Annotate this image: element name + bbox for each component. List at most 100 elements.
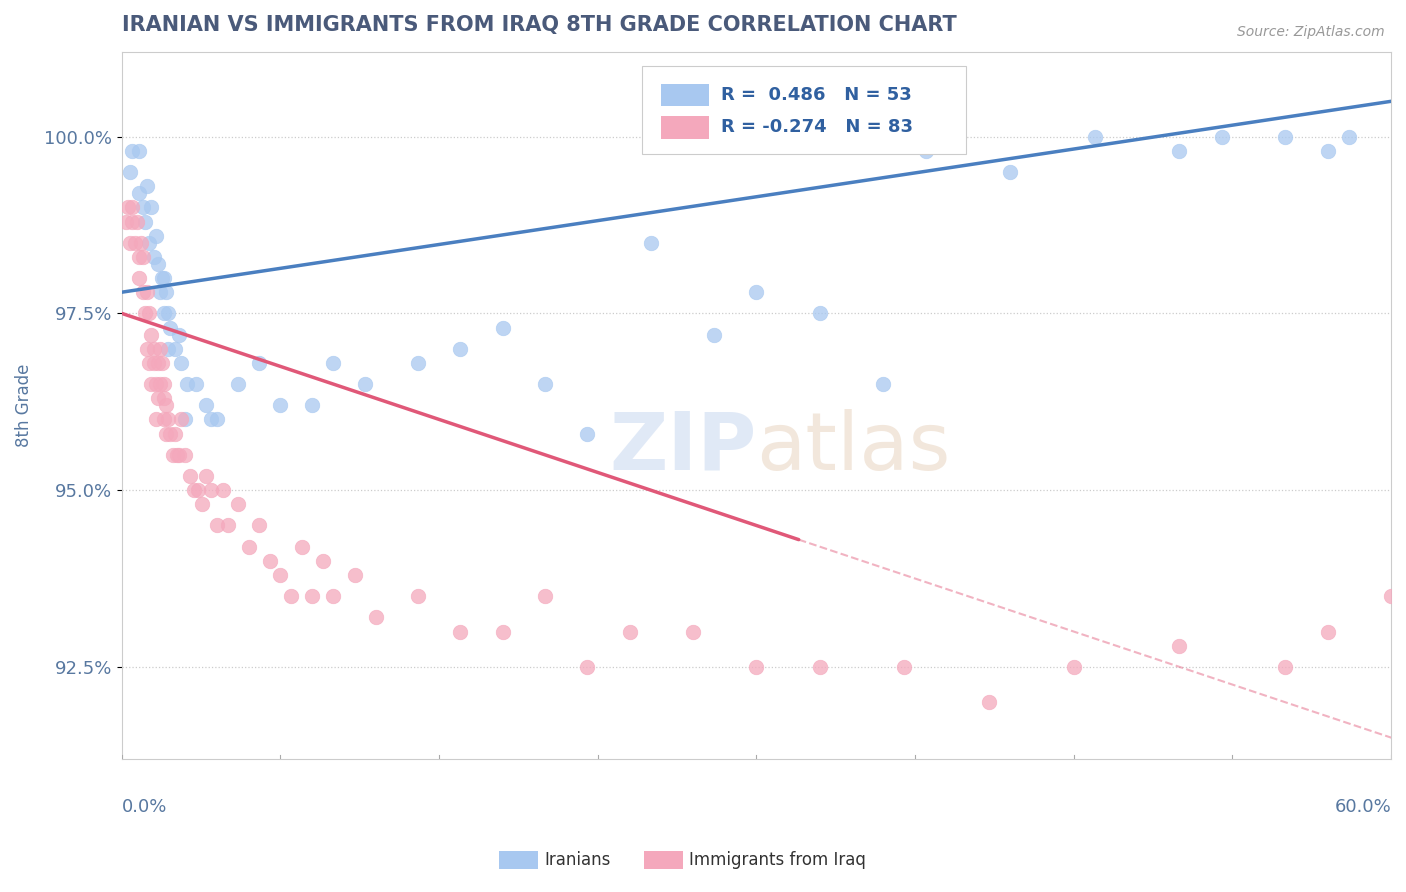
Point — [703, 327, 725, 342]
FancyBboxPatch shape — [661, 84, 710, 106]
Point — [155, 398, 177, 412]
Point — [914, 144, 936, 158]
Point — [120, 165, 142, 179]
Point — [134, 306, 156, 320]
Point — [280, 589, 302, 603]
Point — [491, 320, 513, 334]
Point — [142, 250, 165, 264]
Point — [259, 554, 281, 568]
Point — [146, 356, 169, 370]
Point — [149, 342, 172, 356]
Point — [179, 469, 201, 483]
Point — [170, 412, 193, 426]
Point — [449, 342, 471, 356]
Y-axis label: 8th Grade: 8th Grade — [15, 364, 32, 447]
Point — [312, 554, 335, 568]
Point — [153, 271, 176, 285]
Point — [534, 589, 557, 603]
Point — [142, 356, 165, 370]
Point — [125, 214, 148, 228]
Point — [159, 426, 181, 441]
Point — [322, 356, 344, 370]
Point — [322, 589, 344, 603]
Point — [1379, 589, 1402, 603]
Point — [163, 426, 186, 441]
Point — [121, 214, 143, 228]
Point — [682, 624, 704, 639]
Point — [1316, 144, 1339, 158]
Point — [640, 235, 662, 250]
Point — [619, 624, 641, 639]
Text: Immigrants from Iraq: Immigrants from Iraq — [689, 851, 866, 869]
Point — [354, 377, 377, 392]
Point — [167, 327, 190, 342]
Point — [406, 356, 429, 370]
Point — [155, 285, 177, 300]
Point — [205, 412, 228, 426]
Point — [157, 342, 180, 356]
Point — [132, 285, 155, 300]
Text: 0.0%: 0.0% — [122, 797, 167, 815]
Point — [157, 306, 180, 320]
Point — [1211, 129, 1233, 144]
Point — [872, 377, 894, 392]
FancyBboxPatch shape — [643, 66, 966, 154]
Point — [163, 342, 186, 356]
Point — [162, 448, 184, 462]
Point — [166, 448, 188, 462]
Point — [170, 356, 193, 370]
Point — [808, 306, 831, 320]
Point — [117, 200, 139, 214]
Point — [132, 200, 155, 214]
Point — [301, 398, 323, 412]
Point — [191, 497, 214, 511]
Point — [159, 320, 181, 334]
Point — [129, 235, 152, 250]
Point — [808, 660, 831, 674]
Point — [1316, 624, 1339, 639]
Point — [183, 483, 205, 497]
Point — [155, 426, 177, 441]
Point — [184, 377, 207, 392]
Point — [146, 257, 169, 271]
Point — [153, 377, 176, 392]
Point — [115, 214, 138, 228]
Point — [1274, 660, 1296, 674]
Point — [212, 483, 235, 497]
Point — [145, 412, 167, 426]
Point — [226, 497, 249, 511]
Point — [226, 377, 249, 392]
Point — [138, 356, 160, 370]
Point — [247, 356, 270, 370]
Point — [176, 377, 198, 392]
Point — [1084, 129, 1107, 144]
Point — [269, 568, 291, 582]
Point — [195, 398, 218, 412]
FancyBboxPatch shape — [661, 116, 710, 139]
Point — [174, 412, 197, 426]
Point — [157, 412, 180, 426]
Point — [291, 540, 314, 554]
Text: IRANIAN VS IMMIGRANTS FROM IRAQ 8TH GRADE CORRELATION CHART: IRANIAN VS IMMIGRANTS FROM IRAQ 8TH GRAD… — [122, 15, 956, 35]
Point — [1168, 639, 1191, 653]
Point — [893, 660, 915, 674]
Point — [134, 214, 156, 228]
Point — [576, 660, 599, 674]
Text: R = -0.274   N = 83: R = -0.274 N = 83 — [721, 119, 912, 136]
Point — [269, 398, 291, 412]
Point — [977, 695, 1000, 709]
Point — [364, 610, 387, 624]
Point — [174, 448, 197, 462]
Text: Iranians: Iranians — [544, 851, 610, 869]
Point — [141, 377, 163, 392]
Point — [120, 235, 142, 250]
Point — [136, 342, 159, 356]
Point — [146, 391, 169, 405]
Point — [1063, 660, 1085, 674]
Point — [136, 285, 159, 300]
Point — [128, 250, 150, 264]
Point — [128, 144, 150, 158]
Point — [301, 589, 323, 603]
Point — [136, 179, 159, 194]
Point — [128, 271, 150, 285]
